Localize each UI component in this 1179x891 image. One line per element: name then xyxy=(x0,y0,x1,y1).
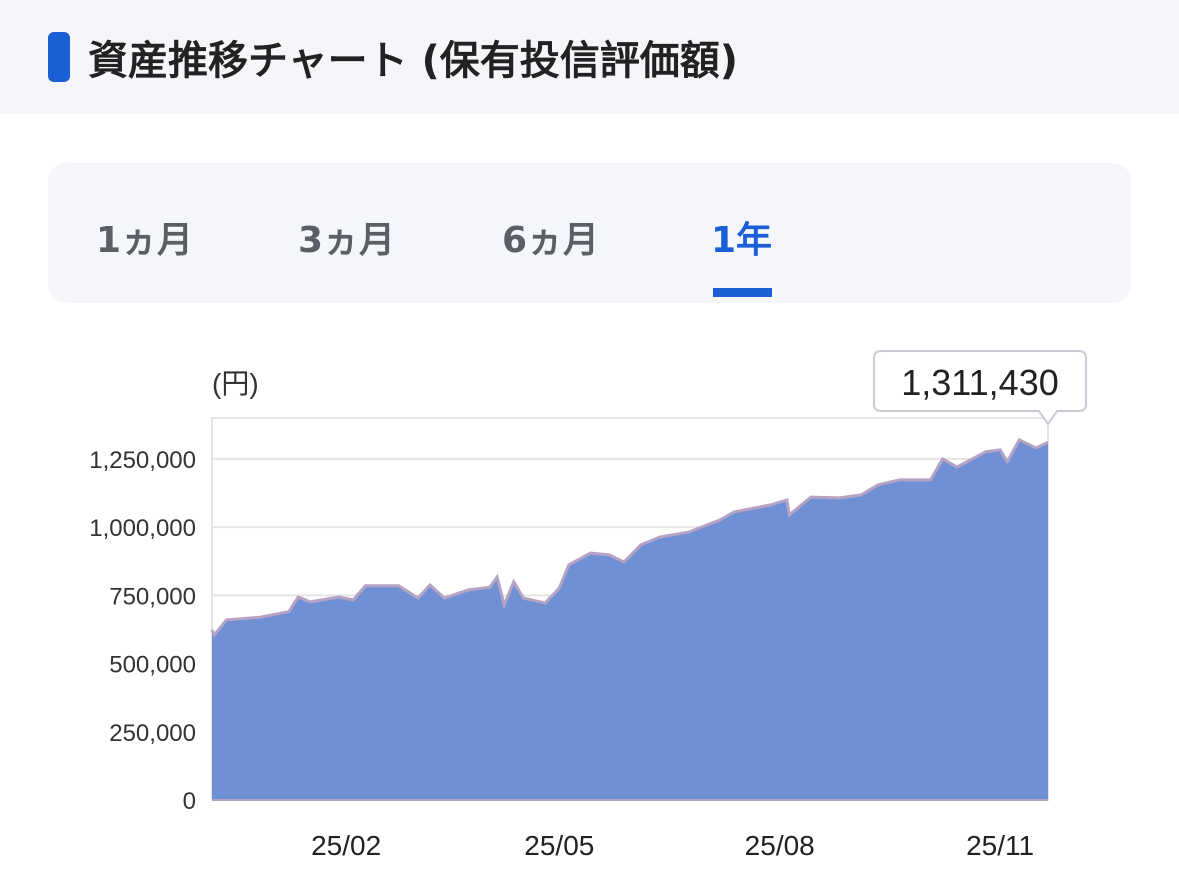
title-accent-bar xyxy=(48,32,70,82)
y-tick-label: 500,000 xyxy=(109,652,196,679)
y-tick-label: 1,250,000 xyxy=(89,447,196,474)
tooltip-value: 1,311,430 xyxy=(901,362,1058,403)
x-tick-label: 25/02 xyxy=(311,830,381,861)
section-header: 資産推移チャート (保有投信評価額) xyxy=(0,0,1179,114)
active-tab-indicator xyxy=(713,288,772,297)
x-tick-label: 25/11 xyxy=(966,830,1034,861)
area-fill xyxy=(212,439,1048,800)
y-tick-label: 1,000,000 xyxy=(89,515,196,542)
period-tabs: 1ヵ月 3ヵ月 6ヵ月 1年 xyxy=(48,163,1131,303)
tooltip: 1,311,430 xyxy=(873,350,1087,426)
tab-3-months[interactable]: 3ヵ月 xyxy=(298,220,396,261)
series-line xyxy=(210,437,1049,638)
tab-6-months[interactable]: 6ヵ月 xyxy=(502,220,600,261)
y-unit-label: (円) xyxy=(212,368,259,399)
tooltip-box xyxy=(873,350,1087,426)
tab-1-year[interactable]: 1年 xyxy=(711,220,773,261)
x-tick-label: 25/08 xyxy=(745,830,815,861)
y-tick-label: 0 xyxy=(183,788,196,815)
x-tick-label: 25/05 xyxy=(524,830,594,861)
y-tick-label: 250,000 xyxy=(109,720,196,747)
tab-1-month[interactable]: 1ヵ月 xyxy=(96,220,194,261)
y-tick-label: 750,000 xyxy=(109,583,196,610)
page-title: 資産推移チャート (保有投信評価額) xyxy=(88,38,739,84)
